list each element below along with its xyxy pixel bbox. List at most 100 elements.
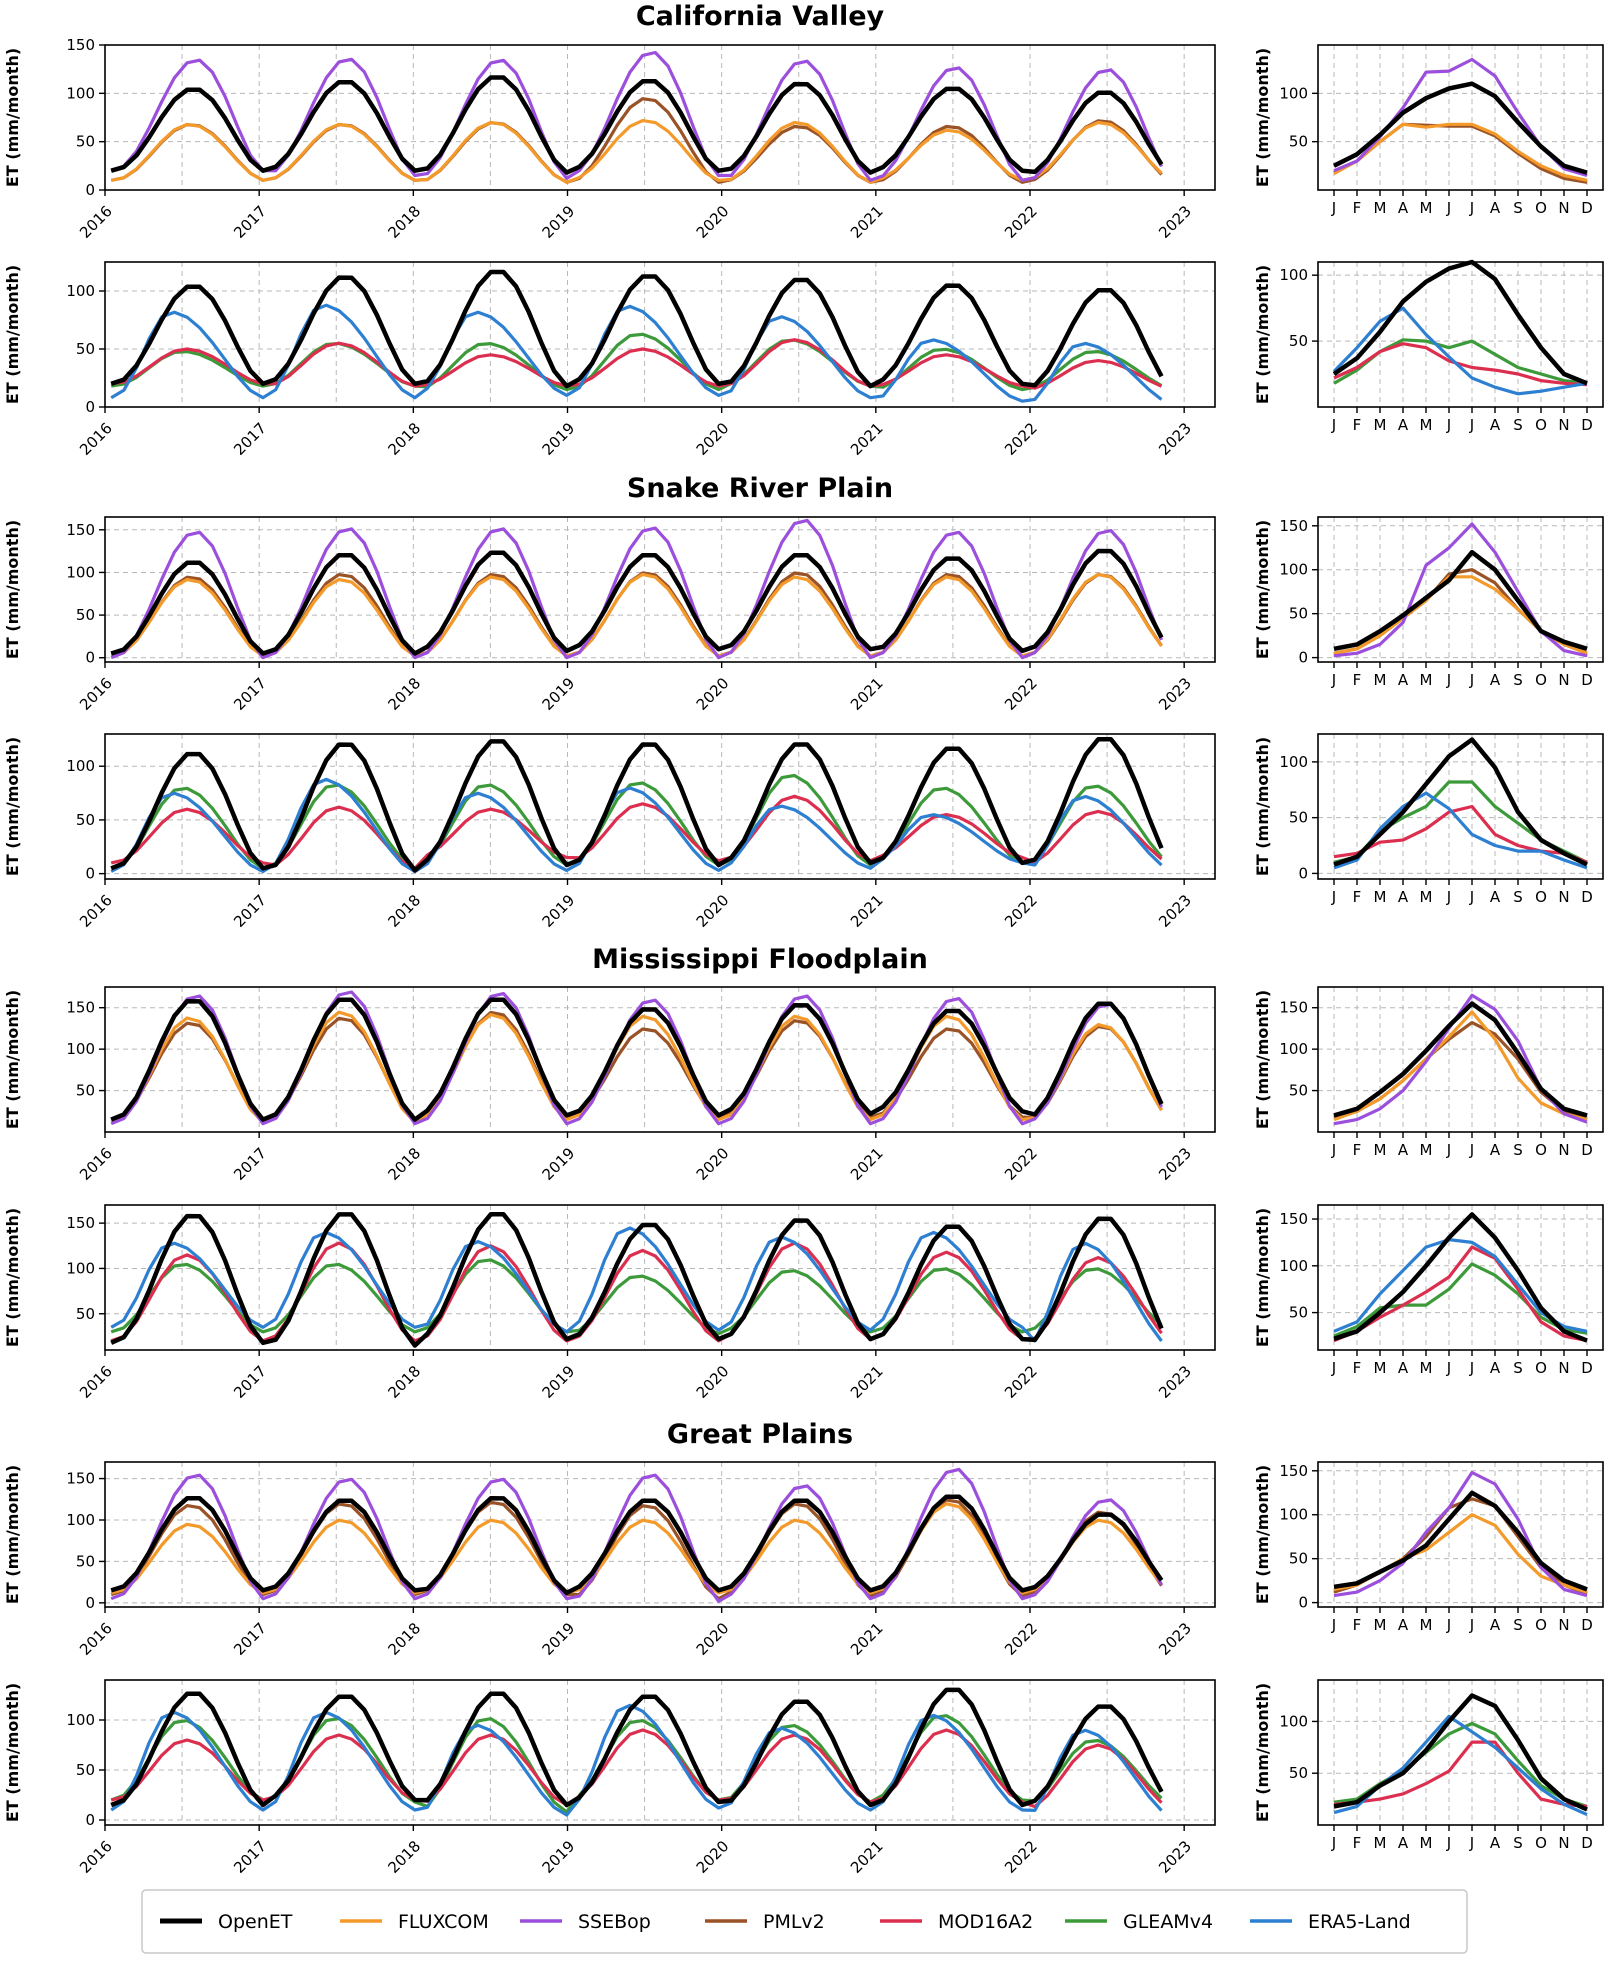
y-axis-label: ET (mm/month) — [3, 1683, 22, 1822]
y-tick-label: 150 — [66, 999, 95, 1017]
clim-y-axis-label: ET (mm/month) — [1253, 737, 1272, 876]
clim-series-era5-land — [1332, 306, 1588, 396]
clim-frame — [1317, 44, 1604, 191]
x-tick-label: 2020 — [693, 419, 733, 459]
clim-x-tick-label: M — [1374, 888, 1387, 906]
clim-x-tick-label: M — [1374, 1359, 1387, 1377]
x-tick-label: 2020 — [693, 202, 733, 242]
clim-series-openet — [1333, 1212, 1588, 1343]
clim-x-tick-label: O — [1535, 1359, 1547, 1377]
y-tick-label: 50 — [76, 1552, 95, 1570]
y-tick-label: 150 — [66, 521, 95, 539]
y-tick-label: 0 — [85, 649, 95, 667]
clim-series-fluxcom — [1333, 575, 1588, 655]
y-tick-label: 0 — [85, 181, 95, 199]
clim-x-tick-label: M — [1374, 416, 1387, 434]
clim-x-tick-label: J — [1446, 1359, 1451, 1377]
clim-x-tick-label: A — [1490, 1834, 1501, 1852]
clim-y-tick-label: 50 — [1289, 605, 1308, 623]
clim-y-tick-label: 0 — [1298, 864, 1308, 882]
x-tick-label: 2019 — [539, 1144, 579, 1184]
y-tick-label: 100 — [66, 563, 95, 581]
clim-y-tick-label: 0 — [1298, 649, 1308, 667]
x-tick-label: 2023 — [1155, 1144, 1195, 1184]
series-openet — [110, 75, 1164, 175]
x-tick-label: 2019 — [539, 1362, 579, 1402]
y-tick-label: 150 — [66, 36, 95, 54]
y-axis-label: ET (mm/month) — [3, 1465, 22, 1604]
x-tick-label: 2020 — [693, 674, 733, 714]
clim-x-tick-label: O — [1535, 416, 1547, 434]
clim-y-tick-label: 50 — [1289, 809, 1308, 827]
region-title: Mississippi Floodplain — [592, 944, 928, 975]
y-tick-label: 100 — [66, 757, 95, 775]
x-tick-label: 2017 — [230, 891, 270, 931]
x-tick-label: 2020 — [693, 1144, 733, 1184]
clim-frame — [1317, 516, 1604, 663]
y-axis-label: ET (mm/month) — [3, 520, 22, 659]
panel-1-1: 0 50 100 2016 2017 2018 2019 2020 2021 2022 2023 ET… — [3, 733, 1604, 931]
clim-x-tick-label: M — [1420, 888, 1433, 906]
clim-x-tick-label: N — [1558, 1834, 1569, 1852]
x-tick-label: 2019 — [539, 419, 579, 459]
clim-series-openet — [1333, 549, 1588, 652]
x-tick-label: 2019 — [539, 1619, 579, 1659]
clim-x-tick-label: M — [1420, 416, 1433, 434]
series-mod16a2 — [110, 338, 1163, 390]
clim-x-tick-label: J — [1469, 199, 1474, 217]
series-mod16a2 — [110, 1728, 1163, 1809]
clim-x-tick-label: J — [1446, 671, 1451, 689]
x-tick-label: 2023 — [1155, 1362, 1195, 1402]
clim-x-tick-label: A — [1398, 1359, 1409, 1377]
legend-label: OpenET — [218, 1911, 293, 1933]
clim-y-axis-label: ET (mm/month) — [1253, 1465, 1272, 1604]
x-tick-label: 2017 — [230, 1619, 270, 1659]
clim-series-fluxcom — [1333, 1010, 1588, 1122]
clim-y-axis-label: ET (mm/month) — [1253, 1208, 1272, 1347]
clim-x-tick-label: A — [1398, 1616, 1409, 1634]
clim-x-tick-label: J — [1331, 199, 1336, 217]
series-era5-land — [110, 1226, 1163, 1343]
legend-label: MOD16A2 — [938, 1911, 1033, 1933]
clim-frame — [1317, 1204, 1604, 1351]
panel-3-0: 0 50 100 150 2016 2017 2018 2019 2020 2021 2022 202… — [3, 1461, 1604, 1659]
clim-x-tick-label: A — [1490, 671, 1501, 689]
x-tick-label: 2019 — [539, 674, 579, 714]
y-axis-label: ET (mm/month) — [3, 265, 22, 404]
legend-label: FLUXCOM — [398, 1911, 489, 1933]
clim-y-axis-label: ET (mm/month) — [1253, 990, 1272, 1129]
series-era5-land — [110, 777, 1163, 874]
x-tick-label: 2016 — [76, 202, 116, 242]
series-mod16a2 — [110, 1241, 1163, 1343]
x-tick-label: 2018 — [384, 1619, 424, 1659]
clim-x-tick-label: D — [1581, 671, 1593, 689]
clim-x-tick-label: J — [1469, 1141, 1474, 1159]
clim-y-axis-label: ET (mm/month) — [1253, 1683, 1272, 1822]
clim-x-tick-label: J — [1469, 1834, 1474, 1852]
clim-x-tick-label: J — [1446, 1141, 1451, 1159]
clim-x-tick-label: M — [1420, 671, 1433, 689]
series-pmlv2 — [110, 1498, 1163, 1601]
clim-y-tick-label: 50 — [1289, 133, 1308, 151]
legend-label: SSEBop — [578, 1911, 651, 1933]
series-fluxcom — [110, 572, 1163, 658]
x-tick-label: 2017 — [230, 674, 270, 714]
x-tick-label: 2021 — [847, 674, 887, 714]
clim-x-tick-label: A — [1398, 199, 1409, 217]
region-title: Snake River Plain — [627, 473, 893, 504]
clim-x-tick-label: O — [1535, 199, 1547, 217]
y-tick-label: 150 — [66, 1470, 95, 1488]
clim-y-tick-label: 100 — [1279, 561, 1308, 579]
clim-series-openet — [1333, 737, 1588, 867]
clim-frame — [1317, 986, 1604, 1133]
panel-2-1: 50 100 150 2016 2017 2018 2019 2020 2021 2022 2023… — [3, 1204, 1604, 1402]
x-tick-label: 2023 — [1155, 419, 1195, 459]
x-tick-label: 2017 — [230, 1837, 270, 1877]
y-tick-label: 50 — [76, 811, 95, 829]
clim-series-mod16a2 — [1333, 342, 1588, 387]
clim-x-tick-label: A — [1490, 416, 1501, 434]
y-tick-label: 0 — [85, 1594, 95, 1612]
x-tick-label: 2020 — [693, 1362, 733, 1402]
clim-x-tick-label: J — [1469, 1359, 1474, 1377]
clim-x-tick-label: J — [1331, 1141, 1336, 1159]
